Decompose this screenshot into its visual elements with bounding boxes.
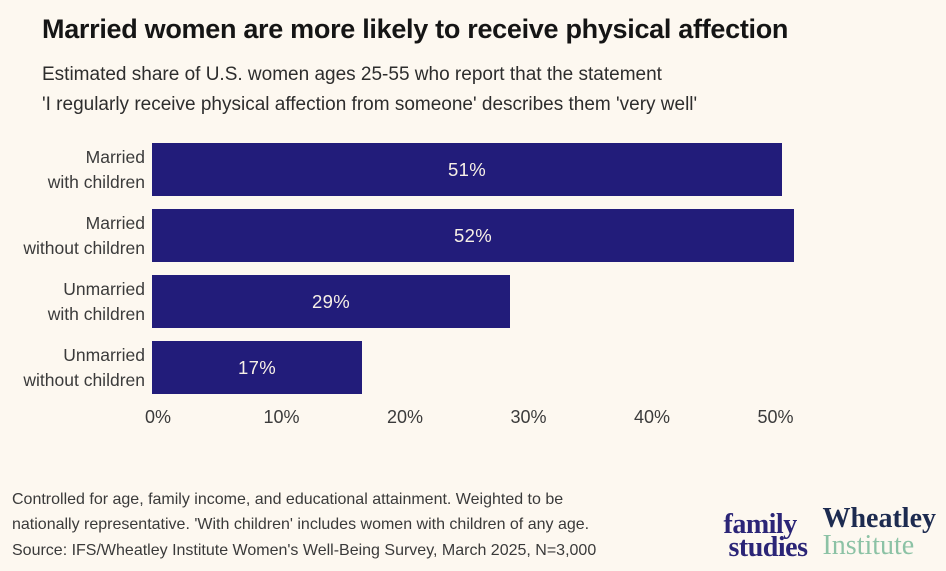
- bar: 17%: [152, 341, 362, 394]
- bar-track: 52%: [152, 209, 946, 262]
- bar: 52%: [152, 209, 794, 262]
- chart-subtitle: Estimated share of U.S. women ages 25-55…: [42, 64, 698, 115]
- bar-track: 51%: [152, 143, 946, 196]
- wheatley-institute-logo-line1: Wheatley: [822, 503, 936, 534]
- bar-chart: Married with children 51% Married without …: [0, 143, 946, 437]
- bar-row: Married without children 52%: [0, 209, 946, 262]
- category-label: Married without children: [23, 212, 145, 258]
- chart-title: Married women are more likely to receive…: [42, 14, 789, 44]
- x-axis: 0% 10% 20% 30% 40% 50%: [145, 407, 946, 437]
- bar-track: 17%: [152, 341, 946, 394]
- x-axis-tick-label: 10%: [263, 407, 300, 427]
- family-studies-logo-line2: studies: [728, 532, 808, 563]
- bar-value-label: 52%: [454, 224, 492, 246]
- bar: 51%: [152, 143, 782, 196]
- bar: 29%: [152, 275, 510, 328]
- bar-row: Unmarried with children 29%: [0, 275, 946, 328]
- x-axis-tick-label: 0%: [144, 407, 172, 427]
- bar-value-label: 17%: [238, 356, 276, 378]
- bar-row: Unmarried without children 17%: [0, 341, 946, 394]
- bar-track: 29%: [152, 275, 946, 328]
- wheatley-institute-logo: Wheatley Institute: [822, 503, 936, 561]
- category-label: Married with children: [47, 146, 145, 192]
- source-notes: Controlled for age, family income, and e…: [12, 490, 597, 559]
- x-axis-tick-label: 30%: [510, 407, 547, 427]
- bar-value-label: 29%: [312, 290, 350, 312]
- family-studies-logo: family studies: [723, 509, 808, 563]
- bar-value-label: 51%: [448, 158, 486, 180]
- chart-footer: Controlled for age, family income, and e…: [12, 487, 936, 564]
- bar-row: Married with children 51%: [0, 143, 946, 196]
- family-studies-logo-line1: family: [723, 509, 798, 540]
- x-axis-tick-label: 50%: [757, 407, 794, 427]
- wheatley-institute-logo-line2: Institute: [822, 530, 915, 561]
- bar-rows: Married with children 51% Married without …: [0, 143, 946, 394]
- category-label: Unmarried with children: [47, 278, 145, 324]
- x-axis-tick-label: 20%: [386, 407, 424, 427]
- x-axis-tick-label: 40%: [633, 407, 671, 427]
- category-label: Unmarried without children: [23, 344, 145, 390]
- logos: family studies Wheatley Institute: [724, 505, 937, 563]
